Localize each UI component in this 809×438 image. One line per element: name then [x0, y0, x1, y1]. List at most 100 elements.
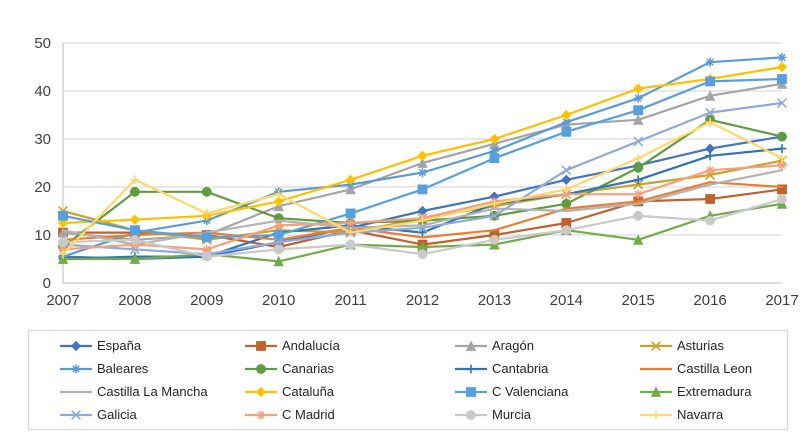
marker-plus — [777, 153, 787, 163]
legend-swatch-plus-icon — [640, 410, 672, 419]
legend-swatch-none-icon — [640, 367, 672, 370]
marker-diamond — [417, 150, 428, 161]
legend-label: Galicia — [97, 407, 137, 422]
marker-asterisk — [777, 161, 787, 170]
legend-item-navarra[interactable]: Navarra — [639, 403, 809, 426]
series-murcia — [58, 194, 787, 262]
y-tick-label-30: 30 — [34, 131, 51, 148]
marker-diamond — [70, 340, 82, 351]
marker-asterisk — [777, 53, 787, 62]
marker-circle — [345, 239, 356, 250]
y-tick-label-0: 0 — [43, 275, 51, 292]
marker-asterisk — [58, 245, 68, 254]
legend-label: Andalucía — [282, 338, 340, 353]
marker-circle — [58, 237, 68, 248]
marker-asterisk — [705, 165, 715, 175]
legend-label: C Madrid — [282, 407, 335, 422]
line-chart: 0 10 20 30 40 50 2007 2008 2009 2010 2011 2012 2013 2… — [34, 35, 798, 309]
legend-label: Canarias — [282, 361, 335, 376]
legend-label: Castilla Leon — [677, 361, 753, 376]
marker-plus — [705, 151, 715, 161]
x-tick-label-2007: 2007 — [46, 292, 79, 309]
legend-swatch-none-icon — [60, 390, 92, 393]
marker-triangle — [650, 385, 662, 397]
legend-label: Murcia — [492, 407, 532, 422]
legend-swatch-square-icon — [455, 386, 487, 397]
marker-triangle — [57, 253, 69, 264]
plot-area: 0 10 20 30 40 50 2007 2008 2009 2010 2011 2012 2013 2… — [34, 35, 798, 309]
marker-plus — [466, 364, 476, 373]
marker-x — [561, 165, 572, 176]
marker-plus — [561, 185, 571, 194]
marker-triangle — [273, 255, 284, 267]
marker-plus — [418, 216, 427, 225]
marker-circle — [417, 249, 428, 260]
legend-item-castilla-leon[interactable]: Castilla Leon — [639, 357, 809, 380]
legend-label: Navarra — [677, 407, 724, 422]
x-tick-label-2013: 2013 — [478, 292, 511, 309]
legend-swatch-asterisk-icon — [245, 410, 277, 419]
marker-circle — [777, 131, 787, 142]
x-tick-label-2009: 2009 — [190, 292, 223, 309]
marker-x — [633, 136, 644, 147]
legend-swatch-diamond-icon — [60, 340, 92, 351]
marker-asterisk — [418, 168, 427, 177]
marker-circle — [633, 210, 644, 221]
legend-item-asturias[interactable]: Asturias — [639, 334, 809, 357]
legend-label: Cantabria — [492, 361, 549, 376]
marker-plus — [777, 144, 787, 153]
chart-legend: España Andalucía Aragón Asturias Baleares Can… — [28, 330, 788, 430]
x-tick-label-2012: 2012 — [406, 292, 439, 309]
marker-circle — [466, 409, 476, 420]
legend-item-canarias[interactable]: Canarias — [244, 357, 454, 380]
marker-x — [633, 179, 644, 190]
marker-plus — [418, 228, 427, 237]
legend-item-extremadura[interactable]: Extremadura — [639, 380, 809, 403]
legend-swatch-triangle-icon — [640, 385, 672, 397]
marker-asterisk — [346, 218, 355, 228]
legend-item-galicia[interactable]: Galicia — [59, 403, 244, 426]
marker-x — [129, 244, 140, 255]
legend-item-c-madrid[interactable]: C Madrid — [244, 403, 454, 426]
legend-item-españa[interactable]: España — [59, 334, 244, 357]
legend-item-castilla-la-mancha[interactable]: Castilla La Mancha — [59, 380, 244, 403]
marker-circle — [561, 198, 572, 209]
marker-x — [651, 340, 661, 351]
marker-diamond — [489, 133, 500, 145]
legend-item-c-valenciana[interactable]: C Valenciana — [454, 380, 639, 403]
marker-diamond — [273, 196, 284, 207]
y-tick-label-20: 20 — [34, 179, 51, 196]
legend-item-murcia[interactable]: Murcia — [454, 403, 639, 426]
marker-square — [273, 230, 284, 240]
marker-triangle — [345, 183, 356, 195]
marker-plus — [274, 189, 284, 199]
series-line — [61, 181, 784, 241]
marker-asterisk — [633, 93, 643, 103]
legend-item-baleares[interactable]: Baleares — [59, 357, 244, 380]
marker-asterisk — [561, 117, 571, 127]
marker-circle — [633, 162, 644, 173]
marker-x — [489, 210, 500, 221]
x-tick-label-2010: 2010 — [262, 292, 295, 309]
marker-plus — [202, 209, 212, 218]
marker-square — [201, 232, 212, 243]
legend-item-aragón[interactable]: Aragón — [454, 334, 639, 357]
series-navarra — [58, 117, 787, 259]
marker-square — [130, 225, 140, 236]
legend-item-andalucía[interactable]: Andalucía — [244, 334, 454, 357]
marker-circle — [256, 363, 266, 374]
marker-diamond — [776, 61, 788, 73]
marker-asterisk — [705, 57, 715, 67]
marker-diamond — [633, 83, 644, 94]
legend-item-cataluña[interactable]: Cataluña — [244, 380, 454, 403]
marker-circle — [130, 186, 140, 197]
marker-square — [489, 153, 500, 164]
marker-x — [273, 237, 284, 248]
marker-circle — [777, 194, 787, 204]
legend-label: Baleares — [97, 361, 149, 376]
marker-x — [705, 107, 716, 118]
series-cataluña — [57, 61, 788, 229]
legend-item-cantabria[interactable]: Cantabria — [454, 357, 639, 380]
marker-diamond — [345, 174, 356, 185]
marker-triangle — [417, 157, 428, 168]
